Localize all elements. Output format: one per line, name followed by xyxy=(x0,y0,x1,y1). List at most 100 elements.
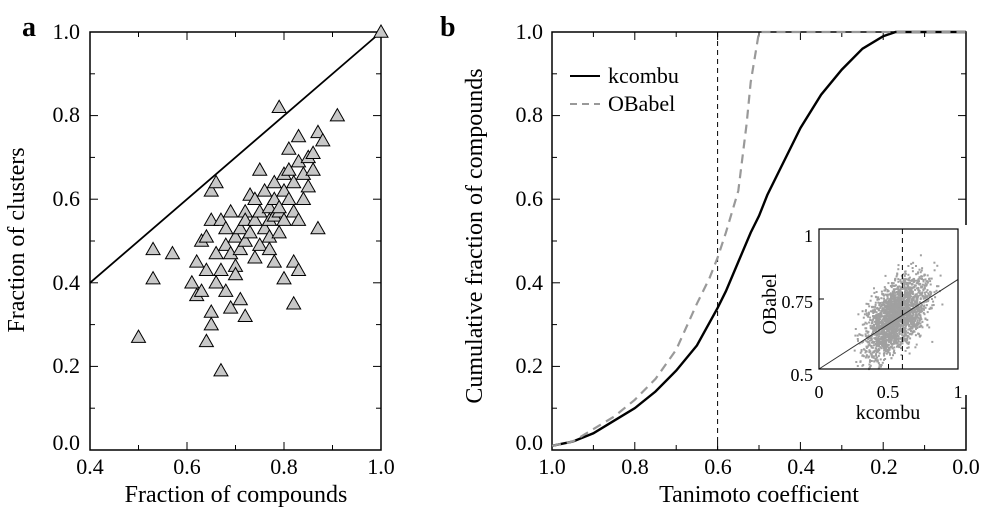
inset-point xyxy=(866,314,869,317)
inset-point xyxy=(891,324,894,327)
inset-point xyxy=(887,329,890,332)
inset-point xyxy=(870,339,873,342)
panel-b-xtick-0: 1.0 xyxy=(538,454,566,479)
inset-point xyxy=(880,310,883,313)
inset-point xyxy=(875,354,877,357)
inset-point xyxy=(875,359,877,362)
inset-point xyxy=(874,303,877,306)
inset-point xyxy=(911,291,914,293)
inset-point xyxy=(935,289,938,292)
inset-point xyxy=(863,313,866,316)
inset-point xyxy=(897,301,900,304)
inset-point xyxy=(918,308,921,311)
panel-a-xtick-0: 0.4 xyxy=(76,454,104,479)
inset-point xyxy=(892,297,894,300)
inset-point xyxy=(908,328,911,331)
inset-point xyxy=(925,284,928,287)
inset-point xyxy=(910,282,913,285)
inset-point xyxy=(931,340,934,343)
inset-point xyxy=(915,311,918,314)
inset-point xyxy=(876,349,879,352)
inset-point xyxy=(885,318,888,321)
inset-point xyxy=(892,300,895,303)
inset-point xyxy=(905,286,908,289)
inset-point xyxy=(889,327,892,330)
inset-point xyxy=(903,284,906,287)
inset-point xyxy=(908,296,911,299)
inset-point xyxy=(876,339,879,342)
panel-a-ytick-2: 0.4 xyxy=(53,270,81,295)
inset-point xyxy=(884,335,887,337)
inset-point xyxy=(919,324,922,327)
inset-point xyxy=(915,307,918,309)
inset-point xyxy=(911,267,914,269)
panel-b-ytick-4: 0.8 xyxy=(516,102,544,127)
inset-point xyxy=(904,329,907,332)
inset-point xyxy=(910,330,912,333)
inset-point xyxy=(901,307,904,310)
inset-point xyxy=(882,309,885,312)
inset-point xyxy=(897,309,900,312)
panel-a-triangle-point xyxy=(217,283,234,297)
inset-point xyxy=(892,310,895,313)
inset-point xyxy=(911,302,914,305)
panel-b-xlabel: Tanimoto coefficient xyxy=(659,482,859,508)
inset-point xyxy=(897,311,900,314)
inset-point xyxy=(877,354,880,357)
inset-point xyxy=(872,328,875,330)
inset-point xyxy=(877,338,880,341)
inset-point xyxy=(867,303,870,306)
inset-point xyxy=(880,314,883,317)
inset-point xyxy=(897,340,900,343)
inset-point xyxy=(886,345,889,348)
inset-point xyxy=(875,307,878,310)
inset-point xyxy=(874,343,877,345)
inset-point xyxy=(915,273,918,276)
inset-point xyxy=(918,318,921,321)
inset-point xyxy=(900,310,903,313)
inset-point xyxy=(894,341,897,344)
panel-a-triangle-point xyxy=(305,161,321,176)
inset-point xyxy=(907,295,910,298)
inset-point xyxy=(890,345,893,348)
inset-point xyxy=(890,336,893,339)
inset-point xyxy=(889,334,892,337)
inset-point xyxy=(896,327,899,330)
inset-point xyxy=(910,309,913,312)
inset-point xyxy=(915,287,918,290)
inset-point xyxy=(920,286,923,289)
inset-point xyxy=(874,316,877,319)
inset-point xyxy=(934,296,937,299)
inset-point xyxy=(885,352,888,355)
inset-point xyxy=(915,279,918,282)
inset-point xyxy=(872,305,875,308)
inset-point xyxy=(867,334,870,337)
inset-point xyxy=(894,299,897,302)
inset-point xyxy=(899,310,902,312)
inset-point xyxy=(875,338,878,341)
inset-point xyxy=(872,315,875,317)
inset-point xyxy=(904,290,906,293)
inset-point xyxy=(886,315,889,318)
inset-point xyxy=(884,314,887,317)
inset-point xyxy=(903,304,906,307)
inset-point xyxy=(916,296,919,298)
inset-point xyxy=(907,311,910,314)
inset-point xyxy=(865,322,868,325)
inset-point xyxy=(878,330,881,333)
inset-point xyxy=(859,333,862,336)
inset-point xyxy=(915,282,918,285)
inset-point xyxy=(917,333,920,336)
inset-point xyxy=(933,269,936,272)
inset-point xyxy=(902,296,905,299)
panel-a-triangle-point xyxy=(271,99,288,113)
inset-point xyxy=(882,307,884,310)
inset-point xyxy=(922,278,925,281)
panel-a-triangle-point xyxy=(222,203,239,218)
inset-point xyxy=(883,310,886,313)
inset-point xyxy=(897,288,900,291)
inset-point xyxy=(897,319,900,322)
inset-point xyxy=(892,321,895,324)
inset-point xyxy=(903,314,906,317)
inset-point xyxy=(883,305,886,308)
